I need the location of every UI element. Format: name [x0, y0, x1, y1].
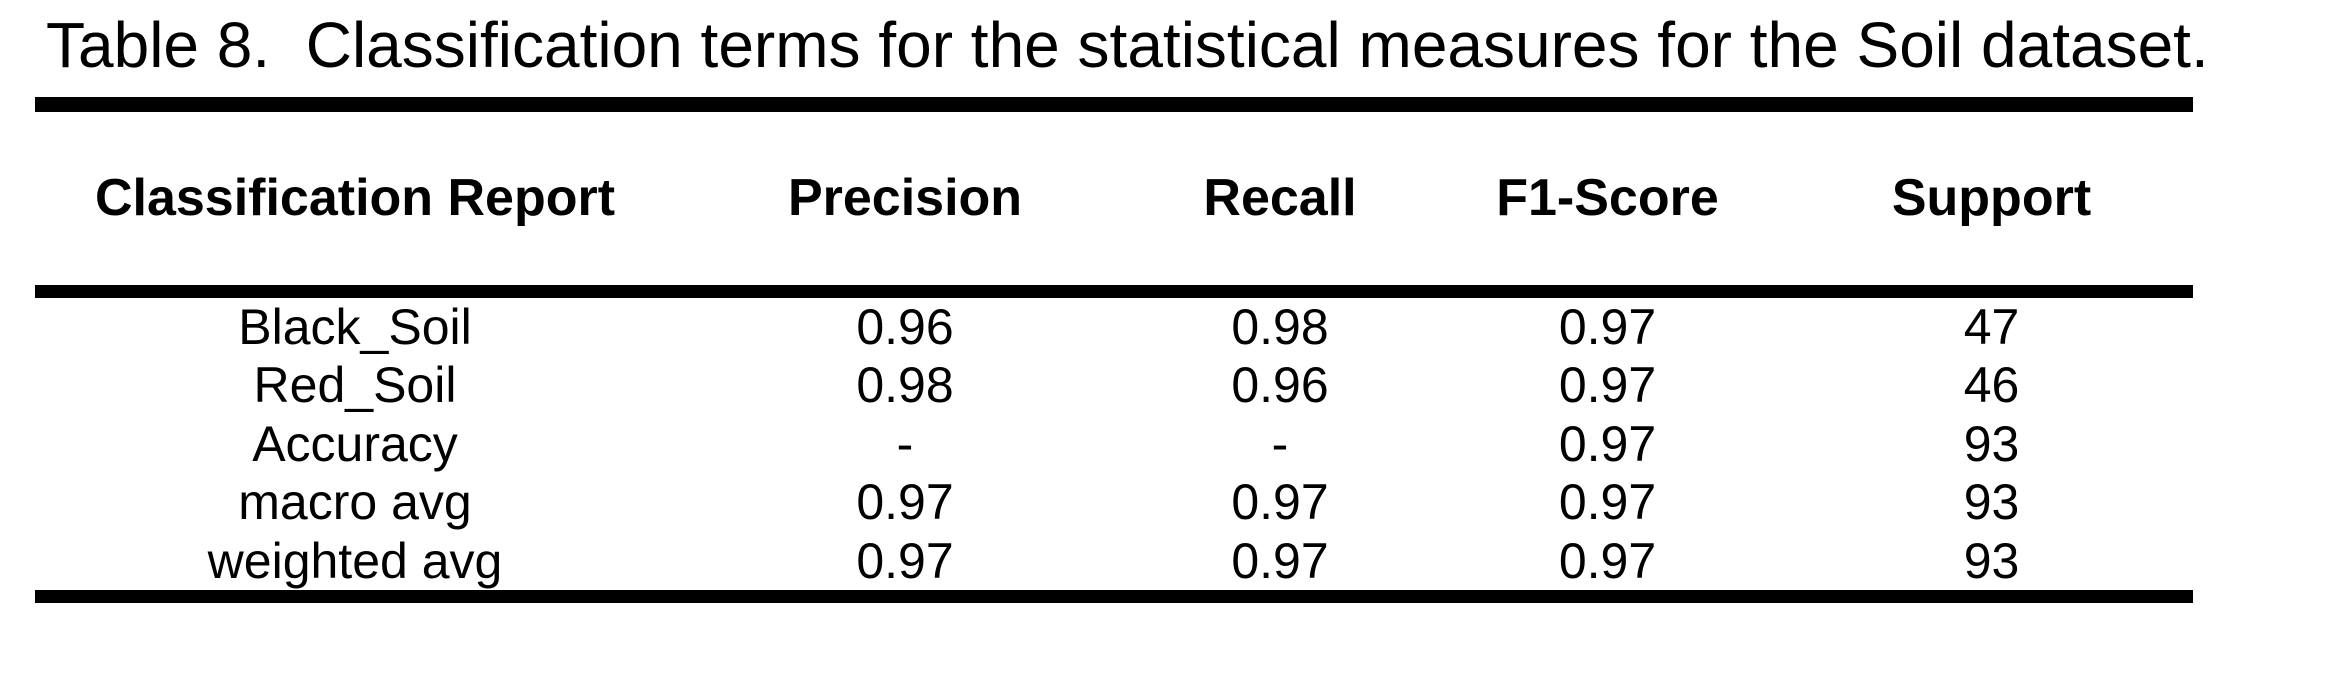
table-row: macro avg 0.97 0.97 0.97 93 [35, 473, 2193, 531]
precision-cell: - [896, 415, 914, 472]
recall-cell: 0.97 [1231, 532, 1329, 589]
header-divider-rule [35, 285, 2193, 298]
recall-cell: 0.97 [1231, 474, 1329, 531]
table-header-row: Classification Report Precision Recall F… [35, 112, 2193, 285]
f1-score-cell: 0.97 [1558, 415, 1657, 472]
support-cell: 93 [1963, 415, 2020, 472]
support-cell: 47 [1963, 298, 2020, 355]
column-header-support: Support [1891, 169, 2092, 228]
recall-cell: 0.98 [1231, 298, 1329, 355]
row-label-cell: Black_Soil [238, 298, 472, 355]
table-caption: Table 8. Classification terms for the st… [46, 9, 2209, 81]
f1-score-cell: 0.97 [1558, 474, 1657, 531]
precision-cell: 0.97 [856, 532, 954, 589]
recall-cell: - [1271, 415, 1289, 472]
table-body: Black_Soil 0.96 0.98 0.97 47 Red_Soil 0.… [35, 298, 2193, 590]
table-row: Accuracy - - 0.97 93 [35, 415, 2193, 473]
column-header-recall: Recall [1203, 169, 1357, 228]
support-cell: 93 [1963, 474, 2020, 531]
column-header-classification-report: Classification Report [94, 169, 616, 228]
row-label-cell: weighted avg [207, 532, 503, 589]
precision-cell: 0.96 [856, 298, 954, 355]
f1-score-cell: 0.97 [1558, 298, 1657, 355]
f1-score-cell: 0.97 [1558, 532, 1657, 589]
f1-score-cell: 0.97 [1558, 357, 1657, 414]
row-label-cell: Accuracy [252, 415, 458, 472]
table-row: Black_Soil 0.96 0.98 0.97 47 [35, 298, 2193, 356]
table-bottom-rule [35, 590, 2193, 603]
table-top-rule [35, 97, 2193, 112]
table-row: Red_Soil 0.98 0.96 0.97 46 [35, 356, 2193, 414]
support-cell: 46 [1963, 357, 2020, 414]
precision-cell: 0.98 [856, 357, 954, 414]
support-cell: 93 [1963, 532, 2020, 589]
row-label-cell: Red_Soil [253, 357, 457, 414]
precision-cell: 0.97 [856, 474, 954, 531]
table-row: weighted avg 0.97 0.97 0.97 93 [35, 532, 2193, 590]
column-header-f1-score: F1-Score [1496, 169, 1719, 228]
column-header-precision: Precision [787, 169, 1023, 228]
recall-cell: 0.96 [1231, 357, 1329, 414]
row-label-cell: macro avg [238, 474, 472, 531]
